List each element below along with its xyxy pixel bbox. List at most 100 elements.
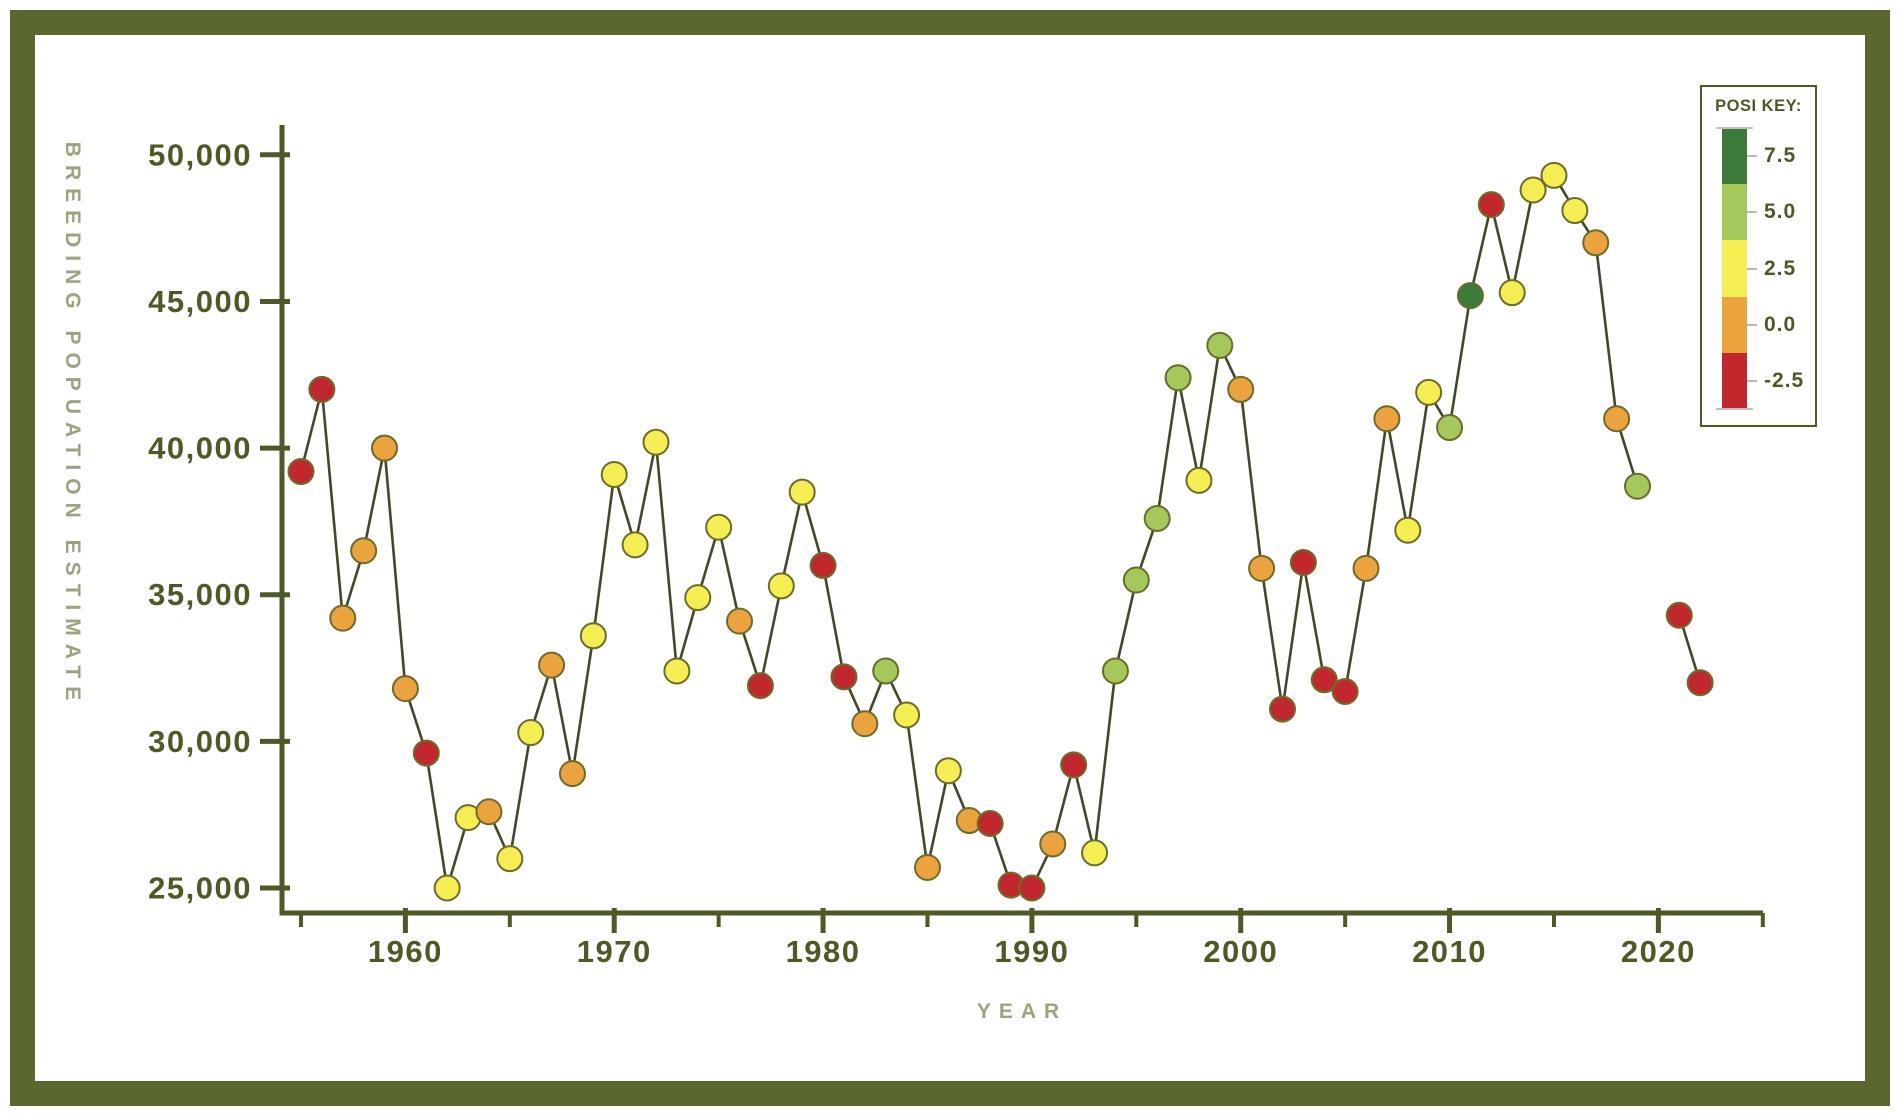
line-segment-1958-1959 [362, 447, 386, 551]
data-point-2008 [1394, 516, 1422, 544]
data-point-1969 [579, 622, 607, 650]
data-point-2022 [1686, 669, 1714, 697]
legend-label-5.0: 5.0 [1764, 200, 1797, 224]
legend-tick-0.0 [1747, 323, 1757, 326]
y-tick-label-25000: 25,000 [148, 871, 252, 906]
data-point-2007 [1373, 405, 1401, 433]
x-tick-label-2020: 2020 [1621, 934, 1696, 969]
data-point-2017 [1582, 229, 1610, 257]
legend-band-yellow [1722, 240, 1747, 297]
line-segment-1968-1969 [571, 635, 595, 774]
data-point-2013 [1498, 279, 1526, 307]
line-segment-1969-1970 [592, 474, 616, 636]
line-segment-1997-1998 [1176, 377, 1201, 481]
data-point-1971 [621, 531, 649, 559]
legend-tick--2.5 [1747, 379, 1757, 382]
line-segment-2013-2014 [1510, 189, 1535, 293]
x-tick-label-1960: 1960 [368, 934, 443, 969]
data-point-1964 [475, 798, 503, 826]
data-point-1988 [976, 809, 1004, 837]
line-segment-1972-1973 [654, 442, 679, 672]
line-segment-1961-1962 [424, 752, 449, 889]
data-point-2021 [1665, 601, 1693, 629]
legend-band-red [1722, 352, 1747, 409]
data-point-1962 [433, 874, 461, 902]
legend-label-7.5: 7.5 [1764, 144, 1797, 168]
data-point-1975 [705, 513, 733, 541]
line-segment-1971-1972 [633, 441, 658, 546]
data-point-1967 [538, 651, 566, 679]
data-point-2012 [1477, 191, 1505, 219]
data-point-1960 [391, 675, 419, 703]
line-segment-1993-1994 [1093, 670, 1117, 853]
x-tick-label-1970: 1970 [577, 934, 652, 969]
data-point-1999 [1206, 331, 1234, 359]
data-point-1994 [1101, 657, 1129, 685]
data-point-2019 [1623, 472, 1651, 500]
legend-label-0.0: 0.0 [1764, 312, 1797, 336]
data-point-1966 [517, 719, 545, 747]
data-point-2014 [1519, 176, 1547, 204]
data-point-1998 [1185, 466, 1213, 494]
legend-bar-bottom-cap [1716, 408, 1753, 410]
data-point-1991 [1039, 830, 1067, 858]
line-segment-1992-1993 [1072, 764, 1096, 854]
data-point-1973 [663, 657, 691, 685]
legend-band-orange [1722, 296, 1747, 353]
data-point-2018 [1603, 405, 1631, 433]
line-segment-2012-2013 [1490, 204, 1514, 293]
data-point-1955 [287, 458, 315, 486]
data-point-1956 [308, 375, 336, 403]
legend-tick-7.5 [1747, 155, 1757, 158]
y-axis-title: BREEDING POPUATION ESTIMATE [61, 141, 84, 709]
data-point-2016 [1561, 197, 1589, 225]
data-point-1968 [558, 760, 586, 788]
data-point-1993 [1081, 839, 1109, 867]
data-point-2010 [1436, 414, 1464, 442]
data-point-1976 [726, 607, 754, 635]
legend-color-bar [1716, 127, 1757, 410]
data-point-1984 [893, 701, 921, 729]
line-segment-1965-1966 [508, 732, 532, 859]
data-point-1977 [746, 672, 774, 700]
data-point-2003 [1289, 548, 1317, 576]
data-point-2015 [1540, 161, 1568, 189]
data-point-2006 [1352, 554, 1380, 582]
data-point-1965 [496, 845, 524, 873]
data-point-1982 [851, 710, 879, 738]
x-axis-title: YEAR [976, 1000, 1068, 1023]
data-point-1995 [1122, 566, 1150, 594]
line-segment-2017-2018 [1594, 242, 1618, 419]
data-point-1997 [1164, 364, 1192, 392]
outer-frame [10, 10, 1890, 1106]
legend-tick-5.0 [1747, 211, 1757, 214]
line-segment-2002-2003 [1281, 562, 1305, 710]
legend-bar-top-cap [1716, 127, 1753, 129]
line-segment-1978-1979 [780, 491, 804, 587]
line-segment-2011-2012 [1469, 204, 1493, 296]
line-segment-1967-1968 [550, 664, 574, 774]
data-point-1990 [1018, 874, 1046, 902]
data-point-1992 [1060, 751, 1088, 779]
legend-label-2.5: 2.5 [1764, 256, 1797, 280]
data-point-1978 [767, 572, 795, 600]
line-segment-1959-1960 [383, 447, 407, 689]
y-tick-label-30000: 30,000 [148, 724, 252, 759]
data-point-1981 [830, 663, 858, 691]
line-segment-2000-2001 [1239, 389, 1263, 569]
y-tick-label-50000: 50,000 [148, 137, 252, 172]
line-segment-2010-2011 [1448, 295, 1472, 428]
x-tick-label-1990: 1990 [994, 934, 1069, 969]
x-tick-label-1980: 1980 [786, 934, 861, 969]
legend-tick-2.5 [1747, 267, 1757, 270]
data-point-1970 [600, 460, 628, 488]
line-segment-1984-1985 [905, 714, 929, 868]
line-segment-2006-2007 [1364, 418, 1389, 569]
data-point-2002 [1268, 695, 1296, 723]
data-point-2001 [1248, 554, 1276, 582]
data-point-1983 [872, 657, 900, 685]
line-segment-1977-1978 [759, 585, 783, 686]
legend-label--2.5: -2.5 [1764, 368, 1805, 392]
x-tick-label-2000: 2000 [1203, 934, 1278, 969]
